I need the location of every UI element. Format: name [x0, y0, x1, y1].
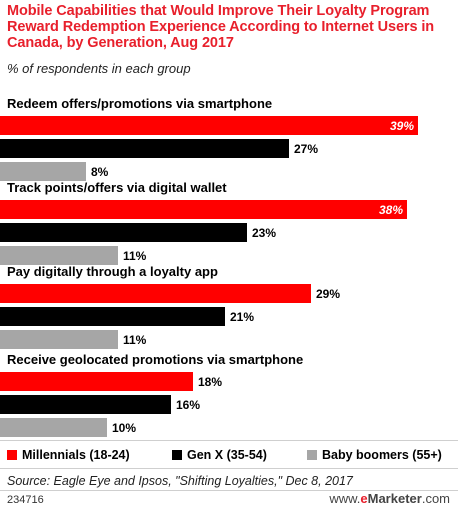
value-label-boomers: 10% — [112, 421, 136, 435]
legend-swatch-millennials — [7, 450, 17, 460]
source-divider — [0, 468, 458, 469]
value-label-millennials: 38% — [379, 203, 403, 217]
legend-label-genx: Gen X (35-54) — [187, 448, 267, 462]
legend-item-millennials: Millennials (18-24) — [7, 448, 130, 462]
legend-label-millennials: Millennials (18-24) — [22, 448, 130, 462]
value-label-millennials: 29% — [316, 287, 340, 301]
bar-millennials — [0, 200, 407, 219]
legend: Millennials (18-24) Gen X (35-54) Baby b… — [7, 448, 457, 464]
legend-swatch-genx — [172, 450, 182, 460]
chart-title: Mobile Capabilities that Would Improve T… — [7, 3, 435, 51]
brand-e: e — [360, 491, 368, 506]
legend-item-genx: Gen X (35-54) — [172, 448, 267, 462]
value-label-millennials: 18% — [198, 375, 222, 389]
source-note: Source: Eagle Eye and Ipsos, "Shifting L… — [7, 474, 353, 488]
category-label: Track points/offers via digital wallet — [7, 180, 227, 195]
value-label-millennials: 39% — [390, 119, 414, 133]
value-label-boomers: 11% — [123, 249, 147, 263]
bar-millennials — [0, 372, 193, 391]
bar-boomers — [0, 330, 118, 349]
bar-genx — [0, 223, 247, 242]
bar-chart: Redeem offers/promotions via smartphone 3… — [0, 96, 418, 437]
bar-boomers — [0, 246, 118, 265]
legend-item-boomers: Baby boomers (55+) — [307, 448, 442, 462]
brand-logo[interactable]: www.eMarketer.com — [329, 491, 450, 506]
legend-divider — [0, 440, 458, 441]
value-label-boomers: 8% — [91, 165, 109, 179]
value-label-genx: 21% — [230, 310, 254, 324]
bar-genx — [0, 139, 289, 158]
value-label-genx: 27% — [294, 142, 318, 156]
brand-name: Marketer — [367, 491, 422, 506]
value-label-boomers: 11% — [123, 333, 147, 347]
chart-subtitle: % of respondents in each group — [7, 61, 191, 76]
bar-genx — [0, 307, 225, 326]
bar-boomers — [0, 162, 86, 181]
legend-label-boomers: Baby boomers (55+) — [322, 448, 442, 462]
brand-suffix: .com — [421, 491, 450, 506]
category-label: Receive geolocated promotions via smartp… — [7, 352, 303, 367]
bar-millennials — [0, 116, 418, 135]
bar-genx — [0, 395, 171, 414]
category-label: Pay digitally through a loyalty app — [7, 264, 218, 279]
value-label-genx: 16% — [176, 398, 200, 412]
category-label: Redeem offers/promotions via smartphone — [7, 96, 272, 111]
bar-boomers — [0, 418, 107, 437]
legend-swatch-boomers — [307, 450, 317, 460]
brand-prefix: www. — [329, 491, 361, 506]
chart-id: 234716 — [7, 494, 44, 506]
value-label-genx: 23% — [252, 226, 276, 240]
bar-millennials — [0, 284, 311, 303]
footer-divider — [0, 490, 458, 491]
